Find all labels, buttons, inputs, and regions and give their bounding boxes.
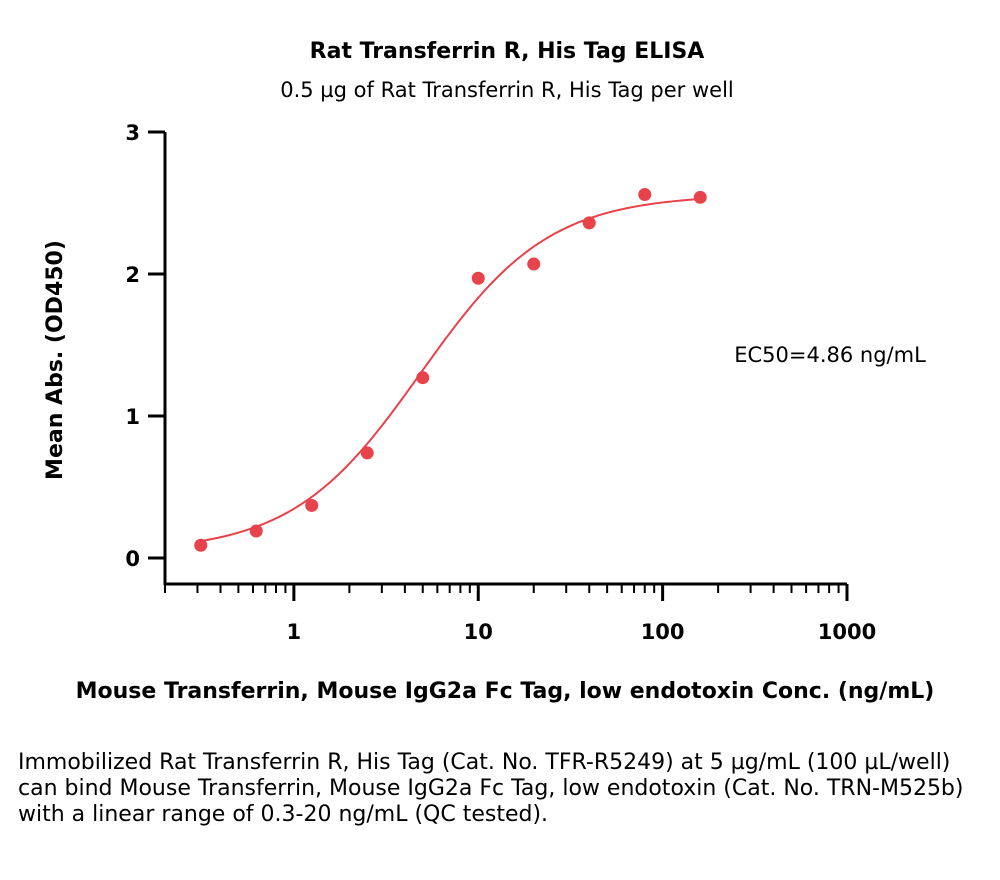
data-point <box>360 446 374 460</box>
data-point <box>693 190 707 204</box>
x-tick-label: 1000 <box>818 620 876 644</box>
elisa-chart: Rat Transferrin R, His Tag ELISA 0.5 µg … <box>43 39 935 704</box>
y-ticks: 0 1 2 3 <box>125 121 165 571</box>
x-tick-label: 100 <box>641 620 685 644</box>
chart-subtitle: 0.5 µg of Rat Transferrin R, His Tag per… <box>280 78 734 102</box>
y-tick-label: 3 <box>125 121 140 145</box>
figure-caption: Immobilized Rat Transferrin R, His Tag (… <box>18 750 964 827</box>
data-point <box>582 216 596 230</box>
chart-title: Rat Transferrin R, His Tag ELISA <box>310 39 705 64</box>
data-point <box>471 271 485 285</box>
data-point <box>305 498 319 512</box>
data-point <box>527 257 541 271</box>
x-tick-label: 1 <box>287 620 302 644</box>
data-point <box>638 187 652 201</box>
x-axis-label: Mouse Transferrin, Mouse IgG2a Fc Tag, l… <box>76 679 935 704</box>
data-points <box>194 187 707 552</box>
fit-curve <box>200 197 701 543</box>
y-tick-label: 0 <box>125 547 140 571</box>
x-ticks: 1 10 100 1000 <box>164 584 876 644</box>
ec50-annotation: EC50=4.86 ng/mL <box>734 343 926 367</box>
axes <box>163 132 847 586</box>
data-point <box>194 538 208 552</box>
y-tick-label: 2 <box>125 263 140 287</box>
x-tick-label: 10 <box>464 620 493 644</box>
y-axis-label: Mean Abs. (OD450) <box>43 240 68 480</box>
data-point <box>249 524 263 538</box>
data-point <box>416 371 430 385</box>
y-tick-label: 1 <box>125 405 140 429</box>
